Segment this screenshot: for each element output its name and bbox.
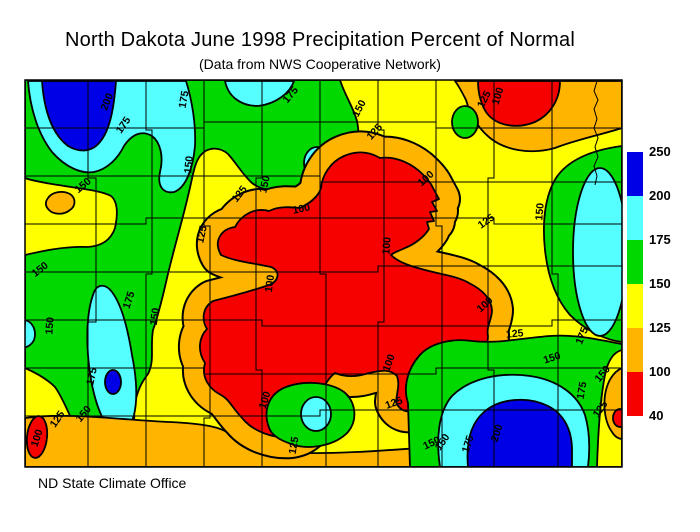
contour-label-200: 200 [489,423,506,444]
legend-tick-200: 200 [649,188,671,203]
legend-block-125-150 [627,284,643,328]
contour-label-175: 175 [177,90,192,109]
contour-label-150: 150 [533,202,546,221]
legend-block-100-125 [627,328,643,372]
region-red-northeast [477,80,561,127]
legend-tick-40: 40 [649,408,664,423]
contour-label-175: 175 [84,366,99,386]
legend-tick-125: 125 [649,320,671,335]
region-green-dot-northeast [451,105,479,139]
legend-block-175-200 [627,196,643,240]
legend-block-200-250 [627,152,643,196]
credit-text: ND State Climate Office [38,475,187,491]
region-red-dot-southeast [612,408,622,428]
contour-label-100: 100 [257,390,274,411]
legend-tick-250: 250 [649,144,671,159]
contour-label-150: 150 [43,316,56,334]
legend-block-40-100 [627,372,643,416]
contour-label-100: 100 [381,353,398,374]
contour-label-150: 150 [257,174,272,194]
legend-block-150-175 [627,240,643,284]
contour-label-125: 125 [384,394,405,411]
contour-label-150: 150 [182,155,196,174]
map-border [24,79,623,468]
legend-tick-175: 175 [649,232,671,247]
region-blue-dot-west [104,369,122,395]
contour-label-100: 100 [292,201,312,216]
county-boundaries [25,80,622,467]
contour-label-175: 175 [121,290,138,311]
river-boundary [593,80,599,186]
contour-label-175: 175 [460,434,477,455]
contour-label-125: 125 [194,224,209,244]
color-scale-legend: 250 200 175 150 125 100 40 [627,144,697,423]
contour-label-100: 100 [490,86,507,106]
region-cyan-top-dip [224,80,295,107]
contour-label-125: 125 [287,436,302,455]
contour-label-100: 100 [29,428,46,449]
page-subtitle: (Data from NWS Cooperative Network) [199,56,441,72]
legend-tick-150: 150 [649,276,671,291]
contour-label-100: 100 [380,236,393,254]
contour-label-125: 125 [505,327,524,340]
contour-label-175: 175 [575,381,590,400]
legend-tick-100: 100 [649,364,671,379]
contour-label-100: 100 [263,274,277,293]
contour-label-150: 150 [542,350,563,367]
region-cyan-south-center [300,396,332,432]
contour-label-150: 150 [148,307,162,326]
page-title: North Dakota June 1998 Precipitation Per… [65,29,575,51]
region-orange-patch-west [44,191,76,215]
region-cyan-east-band [572,167,622,337]
